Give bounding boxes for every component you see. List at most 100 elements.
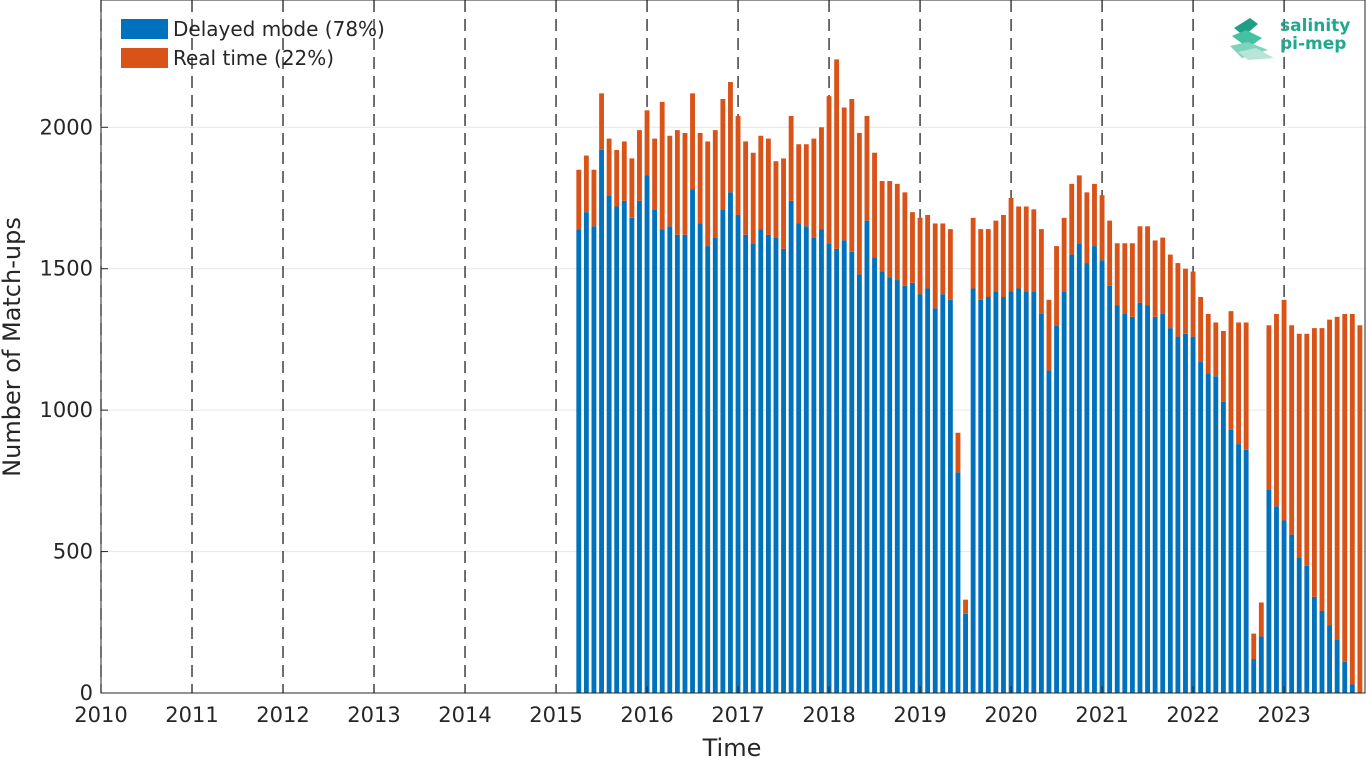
bar-delayed-mode xyxy=(576,229,582,693)
bar-real-time xyxy=(1107,220,1113,286)
bar-real-time xyxy=(682,132,688,235)
salinity-pimep-logo: salinity pi-mep xyxy=(1228,14,1356,62)
bar-real-time xyxy=(826,96,832,244)
x-tick-label: 2015 xyxy=(529,703,582,727)
bar-delayed-mode xyxy=(583,212,589,693)
bar-real-time xyxy=(1198,297,1204,363)
bar-delayed-mode xyxy=(910,282,915,693)
bar-real-time xyxy=(1304,333,1310,566)
bar-delayed-mode xyxy=(1076,243,1082,693)
bar-real-time xyxy=(932,223,938,309)
bar-delayed-mode xyxy=(841,240,847,693)
bar-real-time xyxy=(728,82,733,193)
bar-real-time xyxy=(955,432,961,473)
bar-real-time xyxy=(1031,209,1037,292)
y-tick-label: 2000 xyxy=(40,115,93,139)
bar-real-time xyxy=(1092,183,1097,247)
bar-real-time xyxy=(1296,333,1302,558)
bar-delayed-mode xyxy=(1046,370,1052,693)
bar-real-time xyxy=(1319,328,1325,611)
legend-swatch-delayed xyxy=(121,19,168,39)
x-tick-label: 2022 xyxy=(1166,703,1219,727)
bar-real-time xyxy=(1228,311,1234,430)
bar-delayed-mode xyxy=(1319,610,1325,693)
bar-delayed-mode xyxy=(902,285,908,693)
bar-delayed-mode xyxy=(803,226,809,694)
bar-delayed-mode xyxy=(1327,625,1332,693)
bar-delayed-mode xyxy=(629,217,635,694)
bar-real-time xyxy=(1023,206,1029,292)
bar-real-time xyxy=(1129,243,1135,317)
bar-real-time xyxy=(659,101,665,230)
bar-real-time xyxy=(1114,243,1120,306)
legend-swatch-realtime xyxy=(121,48,168,68)
bar-real-time xyxy=(614,149,620,207)
bar-delayed-mode xyxy=(1084,263,1090,693)
wave-icon xyxy=(1230,18,1274,60)
bar-real-time xyxy=(1122,243,1128,314)
bar-delayed-mode xyxy=(652,209,658,694)
bar-real-time xyxy=(667,135,673,227)
bar-delayed-mode xyxy=(1001,297,1006,693)
bar-delayed-mode xyxy=(1349,684,1355,693)
bar-delayed-mode xyxy=(1304,565,1310,693)
bar-real-time xyxy=(970,217,976,289)
bar-delayed-mode xyxy=(1107,285,1113,693)
bar-real-time xyxy=(978,229,984,300)
x-tick-label: 2010 xyxy=(74,703,127,727)
bar-real-time xyxy=(796,144,802,224)
bar-real-time xyxy=(690,93,695,190)
bar-delayed-mode xyxy=(758,229,764,693)
bar-real-time xyxy=(652,138,658,210)
bar-delayed-mode xyxy=(1205,373,1211,693)
bar-real-time xyxy=(856,132,862,275)
bar-delayed-mode xyxy=(788,200,794,694)
bar-real-time xyxy=(1266,325,1272,490)
logo-text-line2: pi-mep xyxy=(1280,34,1347,54)
bar-delayed-mode xyxy=(955,472,961,693)
bar-delayed-mode xyxy=(993,291,999,693)
bar-real-time xyxy=(1327,319,1332,626)
bar-delayed-mode xyxy=(1198,362,1204,693)
bar-real-time xyxy=(1008,198,1014,292)
bar-real-time xyxy=(1145,226,1150,306)
bar-real-time xyxy=(1236,322,1241,445)
bar-delayed-mode xyxy=(872,257,877,693)
bar-real-time xyxy=(803,144,809,227)
bar-delayed-mode xyxy=(1038,313,1044,693)
bar-real-time xyxy=(947,229,953,300)
x-tick-label: 2020 xyxy=(984,703,1037,727)
bar-real-time xyxy=(1016,206,1022,289)
bar-delayed-mode xyxy=(1258,636,1264,693)
bar-delayed-mode xyxy=(811,237,817,693)
y-ticks: 0 500 1000 1500 2000 xyxy=(40,115,108,705)
bar-delayed-mode xyxy=(1183,333,1188,693)
bar-real-time xyxy=(1311,328,1317,597)
bar-delayed-mode xyxy=(591,226,597,694)
plot-frame xyxy=(100,0,1366,694)
bar-real-time xyxy=(758,135,764,230)
x-tick-label: 2014 xyxy=(438,703,491,727)
bar-real-time xyxy=(720,99,726,210)
bar-real-time xyxy=(1251,633,1257,660)
bar-delayed-mode xyxy=(796,223,802,693)
bar-delayed-mode xyxy=(985,297,991,693)
legend: Delayed mode (78%) Real time (22%) xyxy=(121,17,385,70)
bar-delayed-mode xyxy=(599,149,604,693)
bar-real-time xyxy=(925,214,931,289)
bar-real-time xyxy=(841,107,847,241)
bar-real-time xyxy=(1334,316,1340,640)
bar-real-time xyxy=(629,158,635,218)
bar-real-time xyxy=(1167,254,1173,329)
bar-delayed-mode xyxy=(773,237,779,693)
bar-delayed-mode xyxy=(697,223,703,693)
bar-delayed-mode xyxy=(1228,429,1234,693)
bar-delayed-mode xyxy=(682,234,688,693)
bar-delayed-mode xyxy=(879,271,885,693)
bar-real-time xyxy=(1137,226,1143,303)
bar-real-time xyxy=(864,115,870,221)
bar-delayed-mode xyxy=(1054,325,1059,693)
bar-delayed-mode xyxy=(1266,489,1272,693)
bar-delayed-mode xyxy=(819,229,824,693)
bar-delayed-mode xyxy=(1220,401,1226,693)
